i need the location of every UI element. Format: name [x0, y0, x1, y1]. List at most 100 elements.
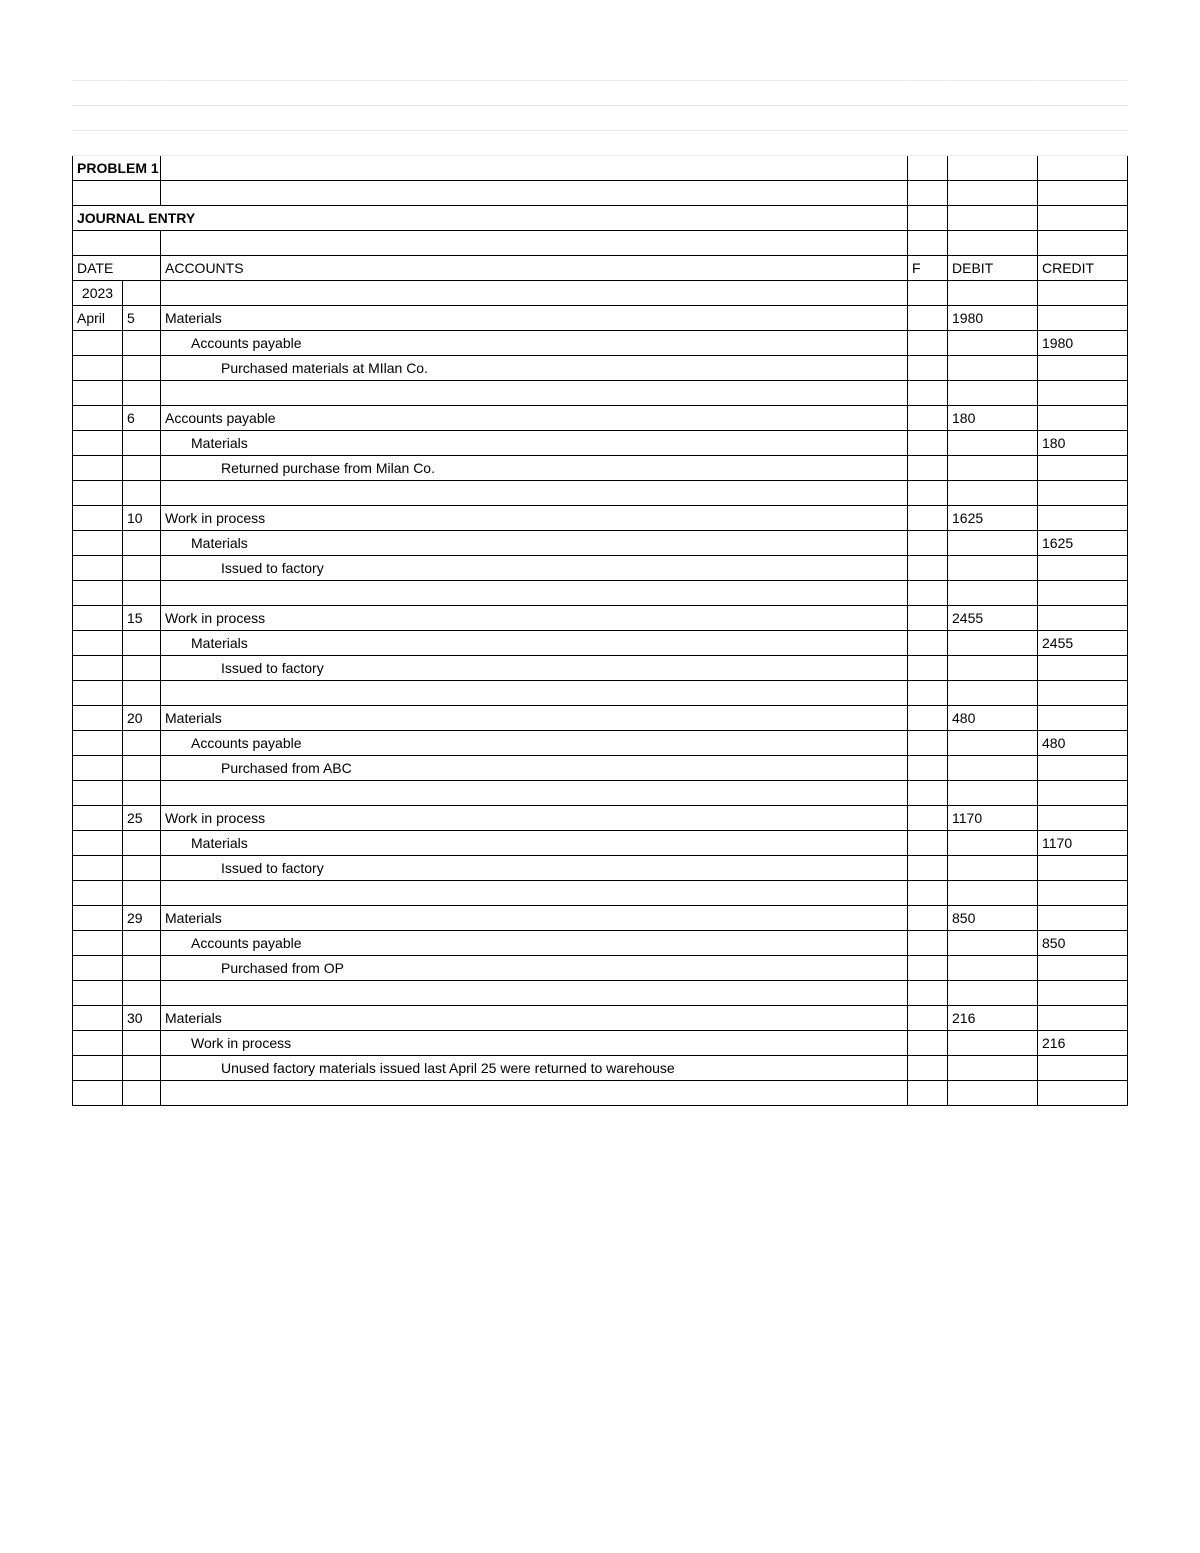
account-credit: Accounts payable: [161, 931, 908, 956]
entry-debit-row: 10Work in process 1625: [73, 506, 1128, 531]
month-cell: April: [73, 306, 123, 331]
month-cell: [73, 1006, 123, 1031]
day-cell: 10: [123, 506, 161, 531]
entry-description: Purchased materials at MIlan Co.: [161, 356, 908, 381]
spreadsheet-container: PROBLEM 1 JOURNAL ENTRY DATE ACCOUNTS F …: [72, 80, 1128, 1106]
account-debit: Materials: [161, 1006, 908, 1031]
day-cell: 20: [123, 706, 161, 731]
entry-debit-row: 15Work in process 2455: [73, 606, 1128, 631]
debit-cell: 2455: [948, 606, 1038, 631]
credit-cell: 1980: [1038, 331, 1128, 356]
header-accounts: ACCOUNTS: [161, 256, 908, 281]
account-credit: Materials: [161, 631, 908, 656]
debit-cell: 480: [948, 706, 1038, 731]
entry-desc-row: Purchased from OP: [73, 956, 1128, 981]
entry-credit-row: Materials 1170: [73, 831, 1128, 856]
table-row: [73, 1081, 1128, 1106]
entry-desc-row: Issued to factory: [73, 856, 1128, 881]
entry-desc-row: Returned purchase from Milan Co.: [73, 456, 1128, 481]
debit-cell: 216: [948, 1006, 1038, 1031]
account-credit: Accounts payable: [161, 331, 908, 356]
table-row: [73, 106, 1128, 131]
debit-cell: 180: [948, 406, 1038, 431]
debit-cell: 850: [948, 906, 1038, 931]
table-row: [73, 231, 1128, 256]
title-journal: JOURNAL ENTRY: [73, 206, 908, 231]
entry-description: Issued to factory: [161, 656, 908, 681]
entry-description: Purchased from ABC: [161, 756, 908, 781]
entry-description: Purchased from OP: [161, 956, 908, 981]
entry-description: Unused factory materials issued last Apr…: [161, 1056, 908, 1081]
month-cell: [73, 606, 123, 631]
credit-cell: 2455: [1038, 631, 1128, 656]
credit-cell: 1625: [1038, 531, 1128, 556]
header-debit: DEBIT: [948, 256, 1038, 281]
entry-description: Returned purchase from Milan Co.: [161, 456, 908, 481]
credit-cell: 216: [1038, 1031, 1128, 1056]
day-cell: 25: [123, 806, 161, 831]
credit-cell: 1170: [1038, 831, 1128, 856]
month-cell: [73, 506, 123, 531]
entry-credit-row: Work in process 216: [73, 1031, 1128, 1056]
title-row: PROBLEM 1: [73, 156, 1128, 181]
month-cell: [73, 806, 123, 831]
entry-credit-row: Materials 1625: [73, 531, 1128, 556]
table-row: [73, 181, 1128, 206]
account-debit: Materials: [161, 306, 908, 331]
credit-cell: 480: [1038, 731, 1128, 756]
debit-cell: 1625: [948, 506, 1038, 531]
table-row: [73, 131, 1128, 156]
entry-debit-row: 20Materials 480: [73, 706, 1128, 731]
month-cell: [73, 406, 123, 431]
entry-description: Issued to factory: [161, 556, 908, 581]
account-credit: Work in process: [161, 1031, 908, 1056]
account-debit: Work in process: [161, 606, 908, 631]
account-debit: Accounts payable: [161, 406, 908, 431]
header-f: F: [908, 256, 948, 281]
entry-blank-row: [73, 381, 1128, 406]
entry-debit-row: April5Materials1980: [73, 306, 1128, 331]
year-row: 2023: [73, 281, 1128, 306]
day-cell: 6: [123, 406, 161, 431]
entry-blank-row: [73, 481, 1128, 506]
account-debit: Materials: [161, 706, 908, 731]
account-debit: Materials: [161, 906, 908, 931]
entry-debit-row: 29Materials 850: [73, 906, 1128, 931]
entry-blank-row: [73, 681, 1128, 706]
entry-debit-row: 25Work in process 1170: [73, 806, 1128, 831]
credit-cell: 180: [1038, 431, 1128, 456]
entry-blank-row: [73, 881, 1128, 906]
header-row: DATE ACCOUNTS F DEBIT CREDIT: [73, 256, 1128, 281]
account-credit: Materials: [161, 831, 908, 856]
account-credit: Accounts payable: [161, 731, 908, 756]
table-row: [73, 81, 1128, 106]
entry-desc-row: Issued to factory: [73, 556, 1128, 581]
title-problem: PROBLEM 1: [73, 156, 161, 181]
entry-debit-row: 30Materials216: [73, 1006, 1128, 1031]
header-credit: CREDIT: [1038, 256, 1128, 281]
debit-cell: 1170: [948, 806, 1038, 831]
journal-table: PROBLEM 1 JOURNAL ENTRY DATE ACCOUNTS F …: [72, 80, 1128, 1106]
account-credit: Materials: [161, 531, 908, 556]
account-debit: Work in process: [161, 506, 908, 531]
year-cell: 2023: [73, 281, 123, 306]
entry-debit-row: 6Accounts payable 180: [73, 406, 1128, 431]
entry-description: Issued to factory: [161, 856, 908, 881]
account-credit: Materials: [161, 431, 908, 456]
entry-credit-row: Accounts payable 480: [73, 731, 1128, 756]
entry-blank-row: [73, 981, 1128, 1006]
entry-credit-row: Materials 180: [73, 431, 1128, 456]
entry-desc-row: Purchased from ABC: [73, 756, 1128, 781]
entry-credit-row: Accounts payable 1980: [73, 331, 1128, 356]
month-cell: [73, 906, 123, 931]
account-debit: Work in process: [161, 806, 908, 831]
day-cell: 15: [123, 606, 161, 631]
day-cell: 29: [123, 906, 161, 931]
title-row: JOURNAL ENTRY: [73, 206, 1128, 231]
month-cell: [73, 706, 123, 731]
entry-credit-row: Materials 2455: [73, 631, 1128, 656]
day-cell: 5: [123, 306, 161, 331]
credit-cell: 850: [1038, 931, 1128, 956]
entry-desc-row: Unused factory materials issued last Apr…: [73, 1056, 1128, 1081]
entry-blank-row: [73, 581, 1128, 606]
